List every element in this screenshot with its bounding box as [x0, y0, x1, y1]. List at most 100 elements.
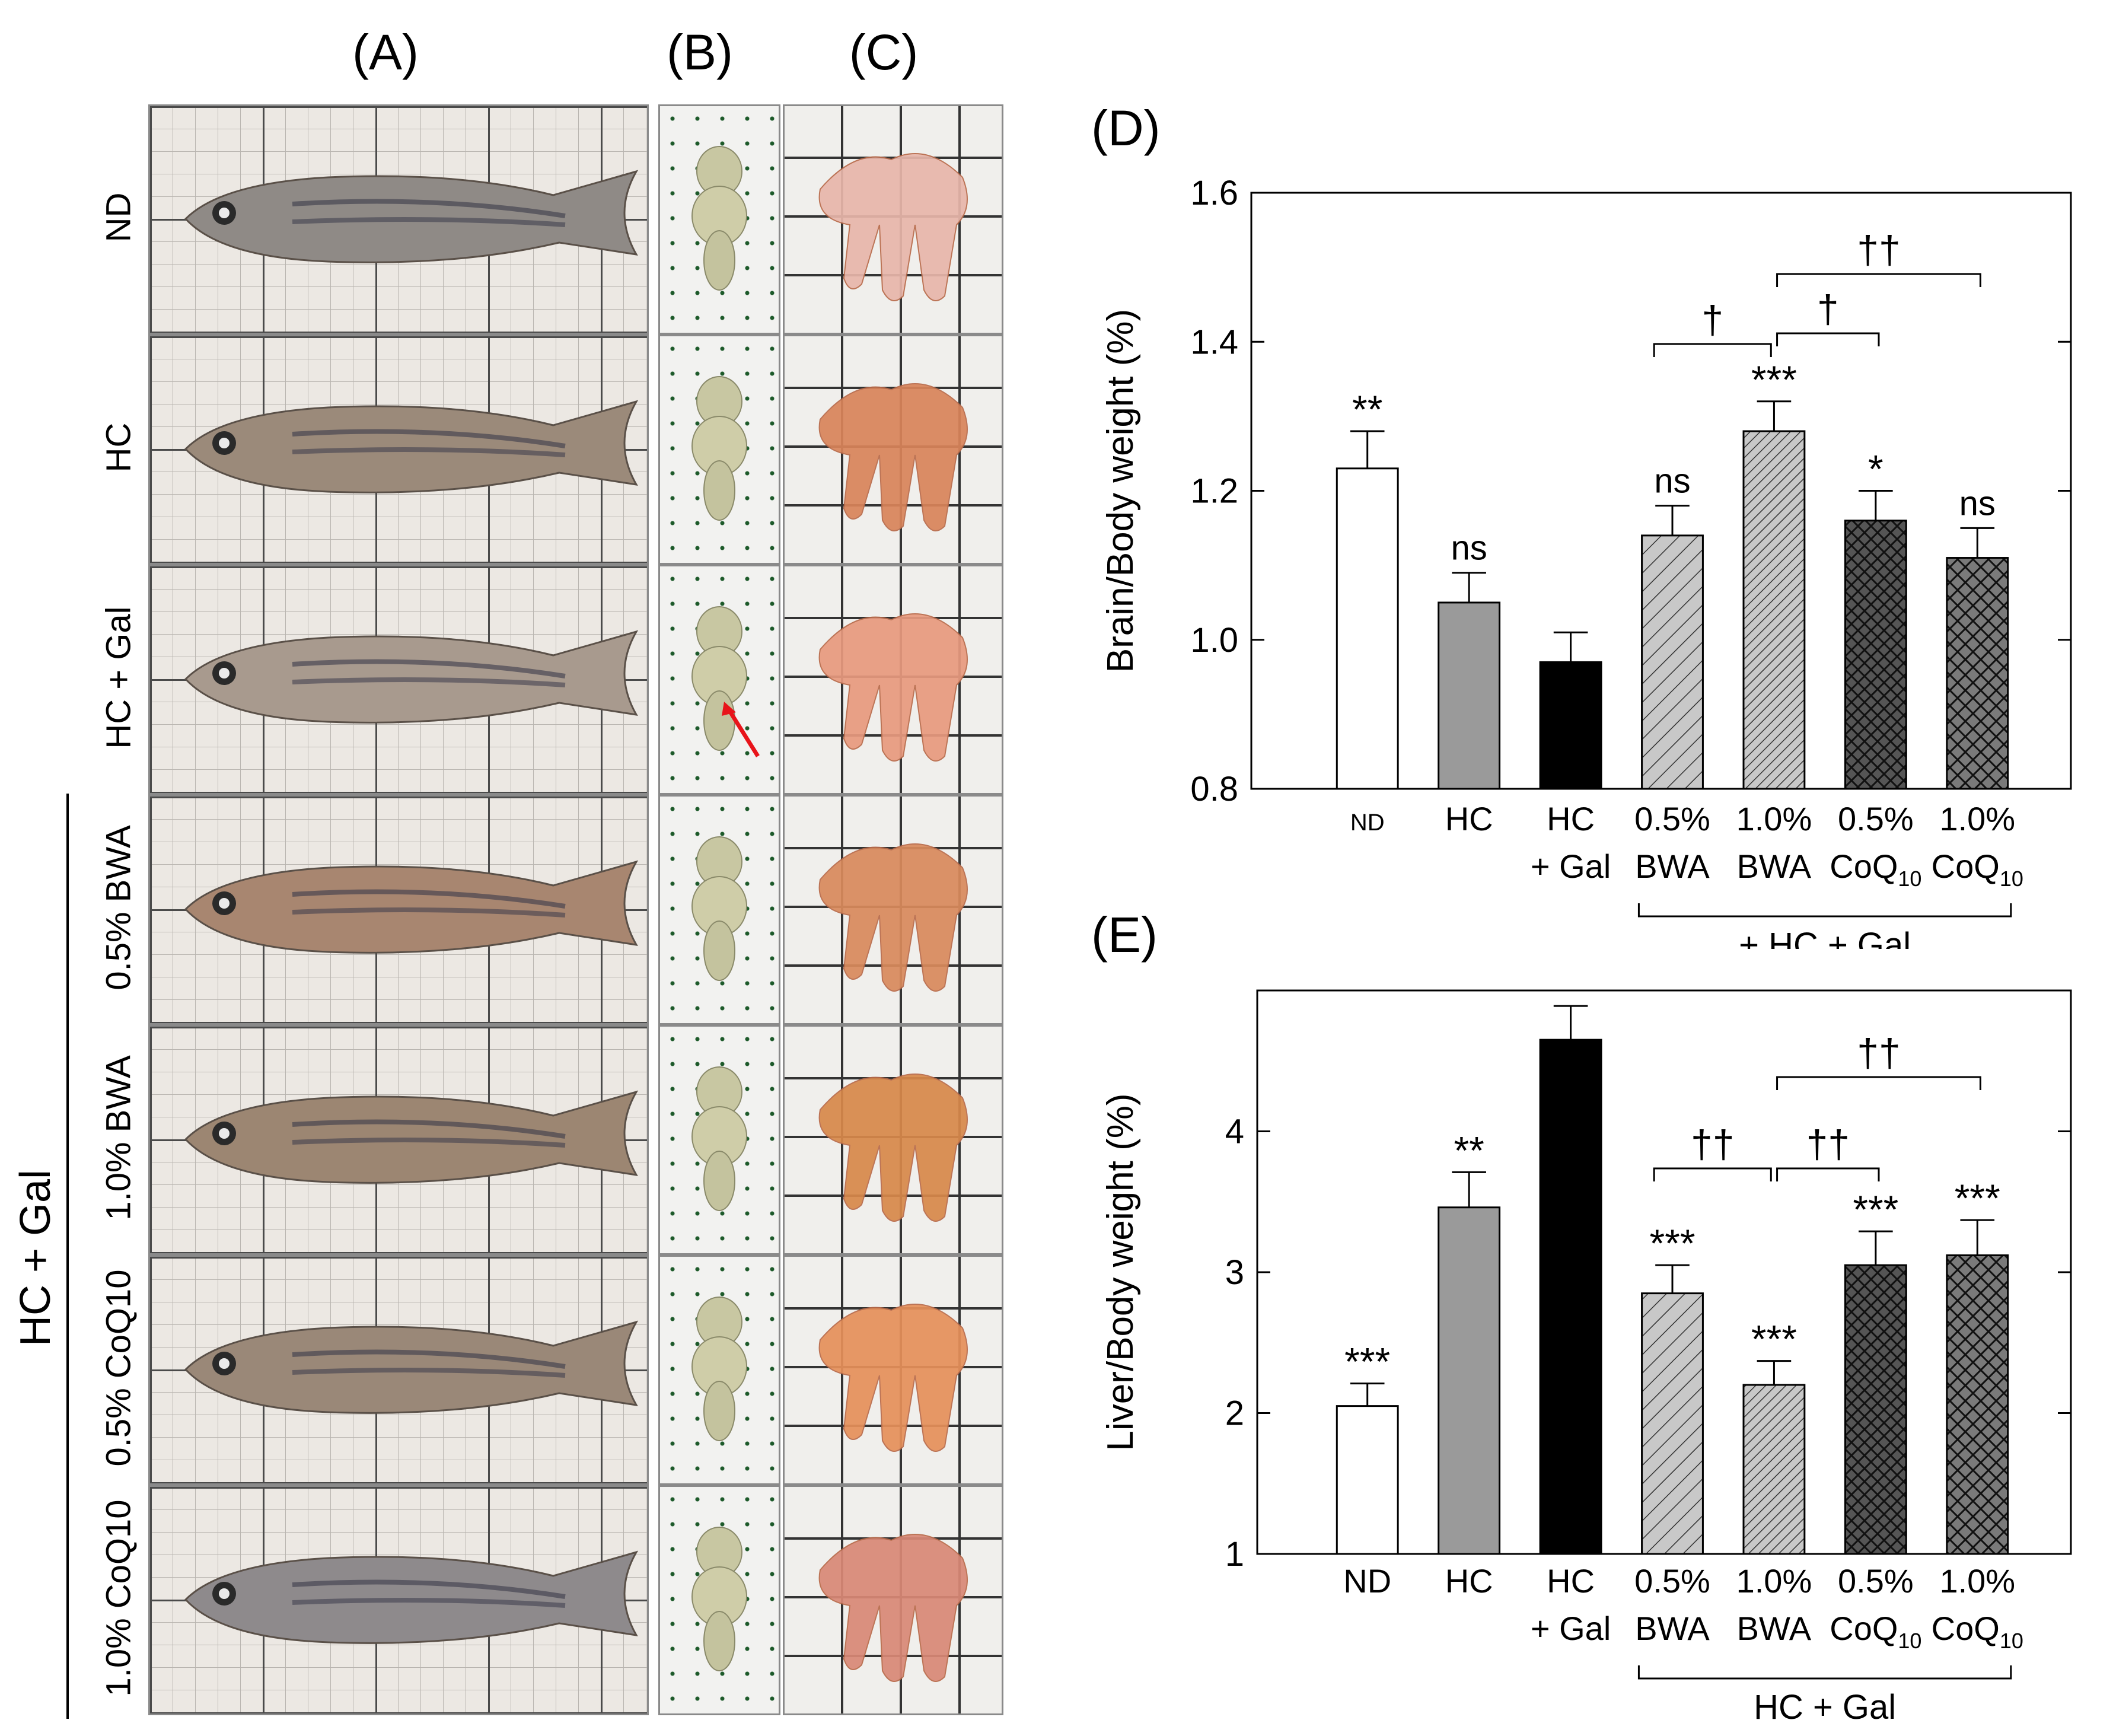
category-label: 0.5% [1634, 800, 1710, 837]
group-bracket [1637, 903, 2012, 918]
liver-photo [783, 335, 1003, 565]
row-label: 0.5% BWA [99, 825, 138, 990]
significance-label: *** [1751, 1317, 1797, 1361]
comparison-bracket [1776, 1167, 1880, 1181]
fish-photo [148, 1025, 649, 1255]
comparison-label: †† [1857, 228, 1900, 272]
significance-label: *** [1751, 358, 1797, 402]
row-label: 1.0% BWA [99, 1055, 138, 1221]
significance-label: ** [1352, 387, 1382, 431]
liver-photo [783, 104, 1003, 335]
comparison-bracket [1776, 273, 1981, 287]
y-axis-label: Liver/Body weight (%) [1100, 1093, 1141, 1451]
category-label-2: CoQ10 [1932, 1610, 2023, 1653]
significance-label: * [1868, 447, 1883, 491]
comparison-label: †† [1857, 1031, 1900, 1075]
category-label: HC [1547, 1562, 1595, 1600]
bar [1946, 1254, 2009, 1555]
bar [1336, 1405, 1399, 1555]
liver-photo [783, 565, 1003, 795]
bar [1438, 601, 1501, 790]
liver-photo [783, 1485, 1003, 1715]
comparison-bracket [1776, 332, 1880, 346]
chart-d: (D) Brain/Body weight (%) 0.8 1.0 1.2 1.4 1.6 *… [1091, 100, 2072, 949]
group-bracket [1637, 1665, 2012, 1680]
y-tick-label: 2 [1225, 1394, 1244, 1433]
bar [1946, 557, 2009, 790]
bar [1641, 1292, 1704, 1555]
category-label: 1.0% [1736, 800, 1812, 837]
category-label: 1.0% [1736, 1562, 1812, 1600]
liver-photo [783, 1025, 1003, 1255]
brain-photo [658, 104, 780, 335]
significance-label: ns [1451, 529, 1487, 568]
bar [1438, 1206, 1501, 1555]
category-label-2: + Gal [1531, 848, 1611, 885]
comparison-label: † [1817, 287, 1839, 331]
category-label: HC [1547, 800, 1595, 837]
y-tick-label: 1 [1225, 1535, 1244, 1573]
y-tick-label: 3 [1225, 1253, 1244, 1292]
brain-photo [658, 335, 780, 565]
significance-label: ns [1959, 484, 1996, 523]
panel-label: (E) [1091, 907, 1158, 963]
significance-label: *** [1955, 1176, 2000, 1220]
category-label: ND [1350, 810, 1385, 836]
category-label: 0.5% [1634, 1562, 1710, 1600]
category-label-2: BWA [1737, 1610, 1812, 1647]
fish-photo [148, 565, 649, 795]
y-tick-label: 1.0 [1190, 621, 1238, 660]
group-label: HC + Gal [12, 1169, 59, 1347]
category-label: 1.0% [1939, 800, 2015, 837]
liver-photo [783, 795, 1003, 1025]
liver-photo [783, 1255, 1003, 1485]
category-label: 0.5% [1838, 1562, 1914, 1600]
panel-a-label: (A) [352, 24, 419, 80]
fish-photo [148, 1485, 649, 1715]
category-label-2: CoQ10 [1830, 848, 1921, 891]
category-label-2: BWA [1635, 1610, 1710, 1647]
comparison-label: †† [1691, 1122, 1734, 1166]
category-label-2: CoQ10 [1932, 848, 2023, 891]
row-label: ND [99, 192, 138, 243]
category-label: HC [1445, 800, 1493, 837]
category-label-2: + Gal [1531, 1610, 1611, 1647]
bar [1641, 534, 1704, 790]
fish-photo [148, 104, 649, 335]
group-bracket-label: HC + Gal [1754, 1688, 1896, 1727]
category-label: 1.0% [1939, 1562, 2015, 1600]
category-label: HC [1445, 1562, 1493, 1600]
row-label: HC [99, 422, 138, 473]
panel-label: (D) [1091, 100, 1161, 156]
fish-photo [148, 335, 649, 565]
brain-photo [658, 1025, 780, 1255]
category-label-2: BWA [1737, 848, 1812, 885]
chart-e: (E) Liver/Body weight (%) 1 2 3 4 *** ND ** HC HC +… [1091, 907, 2072, 1727]
significance-label: *** [1649, 1221, 1695, 1265]
bar [1539, 661, 1602, 790]
significance-label: ns [1654, 462, 1690, 501]
panel-c-label: (C) [849, 24, 919, 80]
category-label-2: CoQ10 [1830, 1610, 1921, 1653]
bar [1844, 520, 1907, 790]
significance-label: ** [1454, 1128, 1484, 1172]
y-tick-label: 1.6 [1190, 174, 1238, 212]
arrow-icon [722, 702, 736, 716]
y-tick-label: 0.8 [1190, 770, 1238, 808]
brain-photo [658, 1255, 780, 1485]
bar [1742, 1384, 1806, 1555]
category-label: 0.5% [1838, 800, 1914, 837]
row-label: HC + Gal [99, 606, 138, 749]
significance-label: *** [1853, 1187, 1898, 1231]
fish-photo [148, 795, 649, 1025]
group-line [66, 794, 69, 1719]
brain-photo [658, 795, 780, 1025]
y-tick-label: 1.2 [1190, 472, 1238, 511]
y-tick-label: 1.4 [1190, 323, 1238, 361]
category-label: ND [1343, 1562, 1391, 1600]
bar [1539, 1039, 1602, 1555]
significance-label: *** [1344, 1340, 1390, 1384]
bar [1336, 467, 1399, 790]
row-label: 0.5% CoQ10 [99, 1269, 138, 1467]
comparison-bracket [1653, 343, 1772, 357]
